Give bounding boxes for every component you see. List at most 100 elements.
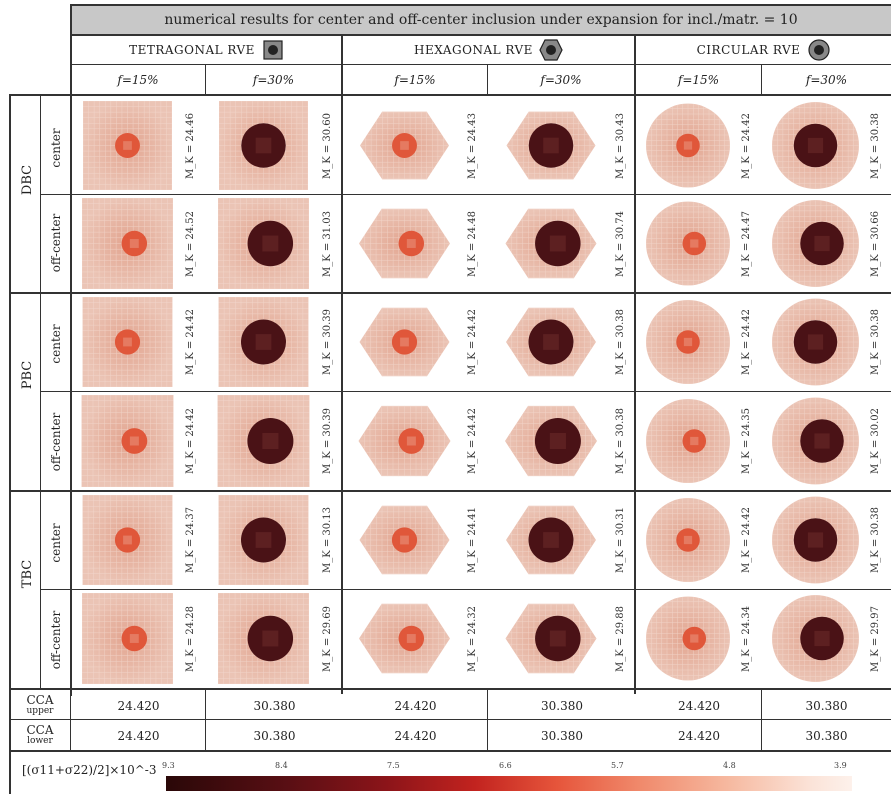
cca-sub-text: upper	[26, 706, 54, 716]
rve-panel	[360, 111, 449, 180]
cca-label-text: CCA	[26, 693, 54, 707]
rve-header-label: CIRCULAR RVE	[696, 43, 801, 57]
cca-lower-value: 24.420	[394, 729, 437, 743]
grid-line	[9, 490, 891, 492]
colorbar-tick: 3.9	[834, 761, 847, 770]
rve-panel	[505, 208, 597, 279]
grid-line	[341, 34, 343, 694]
volume-fraction-header: f=30%	[805, 73, 848, 87]
volume-fraction-header: f=15%	[117, 73, 159, 87]
rve-panel	[506, 505, 596, 575]
rve-panel	[81, 395, 174, 487]
position-label-off-center: off-center	[49, 412, 63, 472]
mk-value: M_K = 24.43	[466, 112, 478, 179]
mk-value: M_K = 30.38	[614, 407, 626, 475]
rve-panel	[359, 307, 450, 377]
grid-line	[40, 589, 891, 590]
rve-panel	[359, 603, 450, 674]
rve-panel	[646, 103, 730, 188]
rve-panel	[505, 603, 597, 674]
mk-value: M_K = 31.03	[321, 210, 333, 277]
mk-value: M_K = 30.38	[614, 308, 626, 376]
mk-value: M_K = 30.43	[614, 112, 626, 179]
grid-line	[487, 64, 488, 96]
grid-line	[205, 64, 206, 96]
mk-value: M_K = 30.31	[614, 506, 626, 574]
rve-panel	[772, 496, 859, 584]
circular-rve-header: CIRCULAR RVE	[636, 36, 891, 64]
rve-panel	[359, 505, 450, 575]
mk-value: M_K = 24.42	[184, 308, 196, 376]
mk-value: M_K = 29.69	[321, 605, 333, 672]
rve-panel	[505, 405, 597, 477]
rve-panel	[646, 201, 730, 286]
rve-header-label: HEXAGONAL RVE	[414, 43, 533, 57]
volume-fraction-header: f=30%	[540, 73, 582, 87]
grid-line	[70, 688, 71, 750]
cca-label-text: CCA	[26, 723, 54, 737]
rve-panel	[646, 498, 730, 582]
volume-fraction-header: f=15%	[677, 73, 720, 87]
mk-value: M_K = 24.32	[466, 605, 478, 672]
mk-value: M_K = 30.13	[321, 506, 333, 574]
mk-value: M_K = 30.38	[869, 308, 881, 376]
grid-line	[9, 94, 891, 96]
grid-line	[487, 688, 488, 750]
mk-value: M_K = 29.88	[614, 605, 626, 672]
rve-header-label: TETRAGONAL RVE	[129, 43, 255, 57]
rve-panel	[506, 111, 596, 180]
mk-value: M_K = 24.35	[740, 407, 752, 475]
grid-line	[761, 64, 762, 96]
grid-line	[9, 719, 891, 720]
cca-upper-value: 24.420	[678, 699, 720, 713]
rve-panel	[646, 596, 730, 681]
position-label-off-center: off-center	[49, 610, 63, 670]
grid-line	[634, 34, 636, 694]
rve-panel	[646, 300, 730, 384]
rve-panel	[772, 298, 859, 386]
colorbar-tick: 9.3	[162, 761, 175, 770]
rve-panel	[218, 198, 309, 289]
mk-value: M_K = 30.02	[869, 407, 881, 475]
tetragonal-rve-header: TETRAGONAL RVE	[71, 36, 341, 64]
colorbar	[166, 776, 852, 791]
rve-panel	[506, 307, 596, 377]
table-title: numerical results for center and off-cen…	[71, 5, 891, 34]
cca-lower-value: 24.420	[117, 729, 160, 743]
mk-value: M_K = 30.66	[869, 210, 881, 277]
rve-panel	[218, 297, 309, 387]
volume-fraction-header: f=15%	[394, 73, 436, 87]
grid-line	[9, 292, 891, 294]
hexagonal-rve-header: HEXAGONAL RVE	[343, 36, 634, 64]
rve-panel	[82, 593, 173, 684]
cca-lower-value: 30.380	[805, 729, 848, 743]
bc-label-pbc: PBC	[19, 360, 35, 390]
circle-icon	[808, 39, 830, 61]
rve-panel	[82, 495, 173, 585]
bc-label-tbc: TBC	[19, 559, 35, 589]
rve-panel	[359, 208, 450, 279]
grid-line	[70, 4, 72, 696]
mk-value: M_K = 24.46	[184, 112, 196, 179]
colorbar-tick: 6.6	[499, 761, 512, 770]
mk-value: M_K = 24.42	[466, 407, 478, 475]
mk-value: M_K = 24.42	[184, 407, 196, 475]
cca-upper-value: 24.420	[117, 699, 160, 713]
rve-panel	[218, 495, 309, 585]
mk-value: M_K = 24.42	[740, 112, 752, 179]
rve-panel	[218, 593, 309, 684]
grid-line	[40, 194, 891, 195]
mk-value: M_K = 24.47	[740, 210, 752, 277]
mk-value: M_K = 24.42	[740, 506, 752, 574]
rve-panel	[772, 397, 859, 485]
grid-line	[761, 688, 762, 750]
mk-value: M_K = 24.52	[184, 210, 196, 277]
cca-upper-value: 30.380	[541, 699, 583, 713]
cca-upper-value: 24.420	[394, 699, 437, 713]
grid-line	[9, 750, 891, 752]
mk-value: M_K = 24.41	[466, 506, 478, 574]
cca-upper-value: 30.380	[253, 699, 296, 713]
bc-label-dbc: DBC	[19, 164, 35, 196]
mk-value: M_K = 29.97	[869, 605, 881, 672]
volume-fraction-header: f=30%	[252, 73, 295, 87]
